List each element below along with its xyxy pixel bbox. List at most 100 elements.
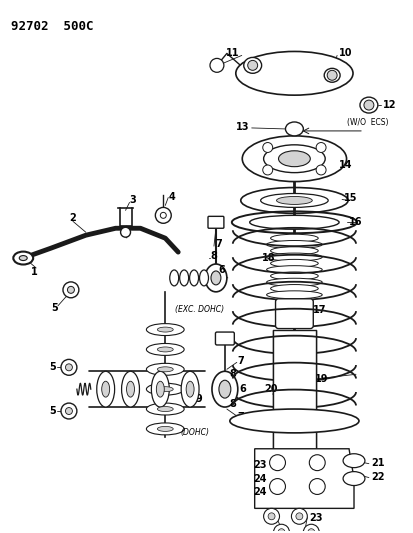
Circle shape bbox=[309, 479, 325, 495]
Ellipse shape bbox=[204, 264, 226, 292]
Text: 6: 6 bbox=[239, 384, 246, 394]
Circle shape bbox=[63, 282, 78, 298]
Ellipse shape bbox=[97, 372, 114, 407]
Circle shape bbox=[268, 513, 274, 520]
Circle shape bbox=[67, 286, 74, 293]
Polygon shape bbox=[272, 329, 316, 449]
Circle shape bbox=[120, 227, 130, 237]
Ellipse shape bbox=[270, 285, 318, 293]
Circle shape bbox=[291, 508, 306, 524]
Ellipse shape bbox=[342, 454, 364, 467]
Circle shape bbox=[309, 455, 325, 471]
Text: 22: 22 bbox=[370, 472, 383, 482]
Ellipse shape bbox=[146, 343, 184, 356]
Circle shape bbox=[262, 165, 272, 175]
Text: 17: 17 bbox=[313, 305, 326, 314]
Ellipse shape bbox=[242, 136, 346, 182]
Text: 14: 14 bbox=[338, 160, 352, 169]
Ellipse shape bbox=[323, 68, 339, 82]
Circle shape bbox=[278, 529, 284, 533]
Text: 8: 8 bbox=[229, 369, 236, 379]
Ellipse shape bbox=[285, 122, 303, 136]
Text: 20: 20 bbox=[264, 384, 278, 394]
Ellipse shape bbox=[359, 97, 377, 113]
Ellipse shape bbox=[126, 381, 134, 397]
Ellipse shape bbox=[146, 364, 184, 375]
Ellipse shape bbox=[189, 270, 198, 286]
Ellipse shape bbox=[211, 271, 221, 285]
Text: 24: 24 bbox=[253, 473, 266, 483]
Circle shape bbox=[269, 455, 285, 471]
Ellipse shape bbox=[146, 403, 184, 415]
Ellipse shape bbox=[19, 256, 27, 261]
Ellipse shape bbox=[121, 372, 139, 407]
Circle shape bbox=[316, 165, 325, 175]
Ellipse shape bbox=[146, 324, 184, 336]
Text: 23: 23 bbox=[253, 459, 266, 470]
Text: 10: 10 bbox=[338, 49, 352, 59]
Text: 18: 18 bbox=[261, 253, 275, 263]
Text: 5: 5 bbox=[49, 362, 56, 373]
Ellipse shape bbox=[270, 272, 318, 280]
Circle shape bbox=[262, 142, 272, 152]
Text: 15: 15 bbox=[343, 193, 357, 204]
Text: 3: 3 bbox=[129, 196, 136, 205]
Ellipse shape bbox=[260, 193, 328, 207]
Text: 1: 1 bbox=[31, 267, 38, 277]
Circle shape bbox=[61, 359, 77, 375]
Text: 4: 4 bbox=[168, 192, 175, 203]
Ellipse shape bbox=[157, 367, 173, 372]
Circle shape bbox=[65, 364, 72, 371]
Circle shape bbox=[326, 70, 336, 80]
Text: 19: 19 bbox=[315, 374, 328, 384]
Ellipse shape bbox=[169, 270, 178, 286]
Circle shape bbox=[65, 408, 72, 415]
Text: 11: 11 bbox=[225, 49, 239, 59]
Ellipse shape bbox=[13, 252, 33, 264]
Ellipse shape bbox=[229, 409, 358, 433]
Ellipse shape bbox=[276, 197, 311, 205]
FancyBboxPatch shape bbox=[207, 216, 223, 228]
Ellipse shape bbox=[157, 347, 173, 352]
Text: 7: 7 bbox=[237, 412, 244, 422]
Circle shape bbox=[247, 60, 257, 70]
Ellipse shape bbox=[157, 407, 173, 411]
Ellipse shape bbox=[266, 291, 321, 299]
Text: 92702  500C: 92702 500C bbox=[11, 20, 94, 33]
Circle shape bbox=[316, 142, 325, 152]
Ellipse shape bbox=[266, 253, 321, 261]
Circle shape bbox=[61, 403, 77, 419]
Polygon shape bbox=[254, 449, 353, 508]
Ellipse shape bbox=[235, 52, 352, 95]
Ellipse shape bbox=[151, 372, 169, 407]
Circle shape bbox=[155, 207, 171, 223]
Circle shape bbox=[269, 479, 285, 495]
Circle shape bbox=[307, 529, 314, 533]
Text: 5: 5 bbox=[49, 406, 56, 416]
Ellipse shape bbox=[263, 145, 325, 173]
Ellipse shape bbox=[157, 426, 173, 431]
Text: 12: 12 bbox=[382, 100, 395, 110]
Text: 24: 24 bbox=[253, 488, 266, 497]
Text: 2: 2 bbox=[69, 213, 76, 223]
Ellipse shape bbox=[186, 381, 194, 397]
Text: 6: 6 bbox=[217, 265, 224, 275]
Ellipse shape bbox=[199, 270, 208, 286]
Ellipse shape bbox=[342, 472, 364, 486]
Circle shape bbox=[303, 524, 318, 533]
Text: 5: 5 bbox=[51, 303, 58, 313]
Circle shape bbox=[295, 513, 302, 520]
Ellipse shape bbox=[270, 247, 318, 255]
Ellipse shape bbox=[249, 215, 338, 229]
Ellipse shape bbox=[266, 240, 321, 248]
FancyBboxPatch shape bbox=[275, 299, 313, 328]
Text: 8: 8 bbox=[229, 399, 236, 409]
Ellipse shape bbox=[278, 151, 310, 167]
Ellipse shape bbox=[157, 386, 173, 392]
FancyBboxPatch shape bbox=[215, 332, 234, 345]
Ellipse shape bbox=[243, 58, 261, 74]
Circle shape bbox=[209, 59, 223, 72]
Text: 16: 16 bbox=[348, 217, 362, 227]
Ellipse shape bbox=[218, 380, 230, 398]
Text: 7: 7 bbox=[214, 239, 221, 249]
